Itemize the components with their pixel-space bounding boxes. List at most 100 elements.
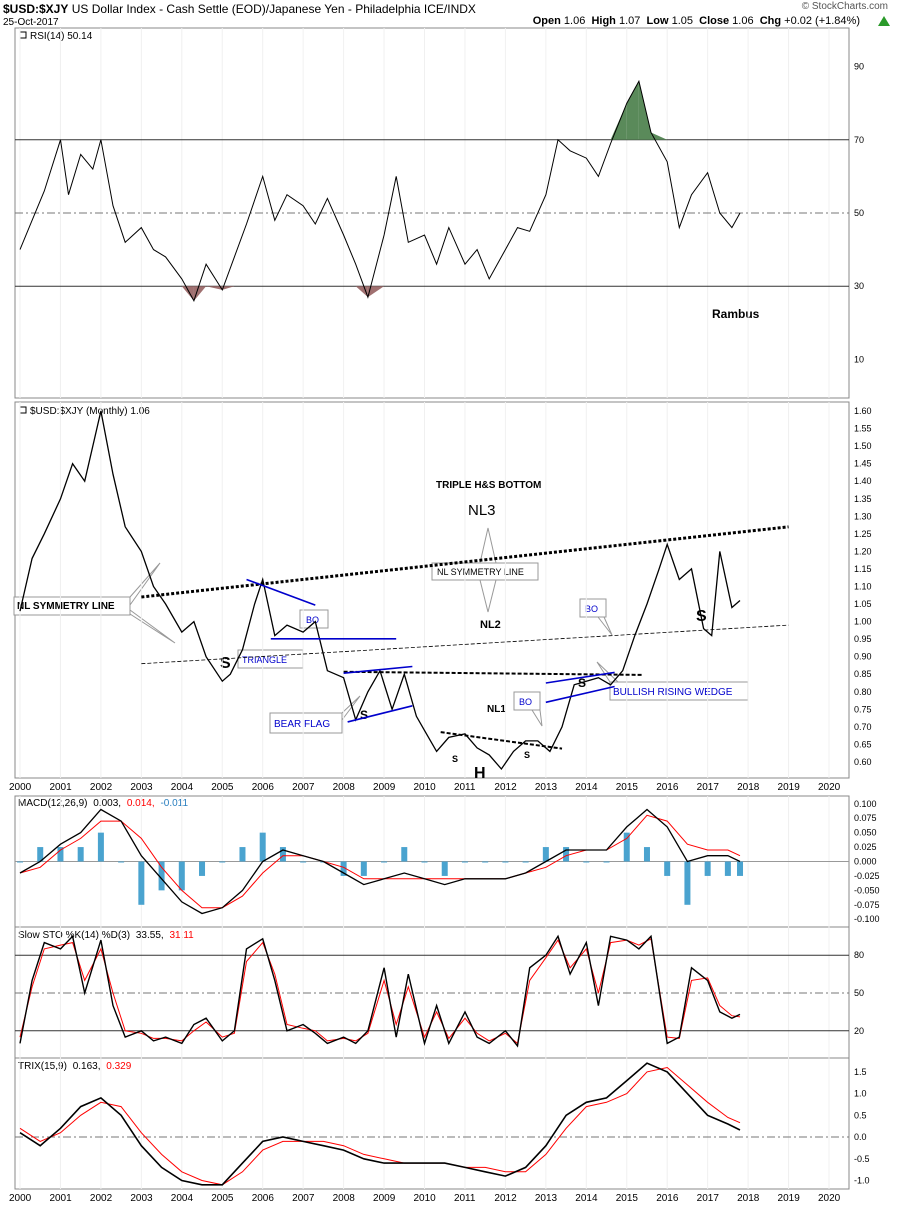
x-tick-2012-bottom: 2012 xyxy=(494,1193,517,1204)
macd-hist-bar-28 xyxy=(583,861,590,863)
close-value: 1.06 xyxy=(732,15,754,27)
rsi-line xyxy=(19,79,741,303)
price-legend-text: $USD:$XJY (Monthly) 1.06 xyxy=(30,406,150,417)
nl2-trendline xyxy=(343,670,643,676)
nl1-label: NL1 xyxy=(487,704,506,715)
macd-hist-bar-5 xyxy=(118,861,125,863)
x-tick-2018-top: 2018 xyxy=(737,782,760,793)
rsi-tick-50: 50 xyxy=(854,208,864,218)
x-tick-2018-bottom: 2018 xyxy=(737,1193,760,1204)
rsi-legend: RSI(14) 50.14 xyxy=(19,31,93,42)
trix-tick-1.5: 1.5 xyxy=(854,1067,867,1077)
macd-tick--0.050: -0.050 xyxy=(854,885,880,895)
x-tick-2004-bottom: 2004 xyxy=(171,1193,194,1204)
macd-hist-bar-33 xyxy=(684,861,691,905)
sto-tick-80: 80 xyxy=(854,950,864,960)
bear-flag-upper-line xyxy=(343,665,413,674)
rsi-overbought-area-46 xyxy=(626,81,639,140)
x-tick-2005-top: 2005 xyxy=(211,782,234,793)
nl-symmetry-center-label: NL SYMMETRY LINE xyxy=(437,567,524,577)
rsi-tick-30: 30 xyxy=(854,281,864,291)
x-tick-2012-top: 2012 xyxy=(494,782,517,793)
chart-marks: 2000 2001 2002 2003 2004 2005 2006 2007 2008 2009… xyxy=(9,28,880,1204)
macd-tick-0.075: 0.075 xyxy=(854,813,877,823)
chart-header-title: $USD:$XJY US Dollar Index - Cash Settle … xyxy=(3,2,476,16)
macd-line xyxy=(19,808,741,915)
x-tick-2007-top: 2007 xyxy=(292,782,315,793)
macd-hist-bar-4 xyxy=(97,832,104,862)
nl-symmetry-trendline xyxy=(141,624,789,665)
macd-legend-label: MACD(12,26,9) xyxy=(18,798,87,809)
trix-legend-v1: 0.163, xyxy=(73,1061,101,1072)
price-tick-1.10: 1.10 xyxy=(854,581,872,591)
price-tick-0.95: 0.95 xyxy=(854,634,872,644)
x-tick-2005-bottom: 2005 xyxy=(211,1193,234,1204)
bear-flag-label: BEAR FLAG xyxy=(274,719,330,730)
price-tick-0.90: 0.90 xyxy=(854,652,872,662)
chg-label: Chg xyxy=(759,15,782,27)
close-label: Close xyxy=(699,15,730,27)
sto-legend-label: Slow STO %K(14) %D(3) xyxy=(18,930,130,941)
macd-hist-bar-13 xyxy=(279,847,286,862)
trix-line xyxy=(19,1062,741,1186)
nl-symmetry-box-center xyxy=(431,562,539,581)
bear-flag-box xyxy=(269,712,343,734)
price-tick-1.50: 1.50 xyxy=(854,441,872,451)
watermark-label: © StockCharts.com xyxy=(801,1,888,12)
macd-hist-bar-11 xyxy=(239,847,246,862)
x-tick-2003-top: 2003 xyxy=(130,782,153,793)
price-tick-1.45: 1.45 xyxy=(854,459,872,469)
macd-legend-v3: -0.011 xyxy=(160,798,188,809)
trix-tick--1.0: -1.0 xyxy=(854,1175,870,1185)
rsi-oversold-area-15 xyxy=(206,286,223,290)
rsi-oversold-area-14 xyxy=(193,286,207,301)
price-annotations: TRIPLE H&S BOTTOM NL3 NL2 NL1 NL SYMMETR… xyxy=(13,480,749,782)
ohlc-readout: Open 1.06 High 1.07 Low 1.05 Close 1.06 … xyxy=(533,15,860,27)
x-tick-2020-bottom: 2020 xyxy=(818,1193,841,1204)
macd-tick--0.100: -0.100 xyxy=(854,914,880,924)
macd-hist-bar-25 xyxy=(522,861,529,863)
macd-hist-bar-20 xyxy=(421,861,428,863)
macd-hist-bar-18 xyxy=(381,861,388,863)
macd-hist-bar-16 xyxy=(340,861,347,876)
price-tick-1.15: 1.15 xyxy=(854,564,872,574)
macd-hist-bar-35 xyxy=(724,861,731,876)
nl-symmetry-left-label: NL SYMMETRY LINE xyxy=(17,601,115,612)
x-tick-2014-top: 2014 xyxy=(575,782,598,793)
s-label-mid: S xyxy=(360,708,368,722)
trix-signal-line xyxy=(19,1066,741,1186)
high-label: High xyxy=(591,15,616,27)
chg-value: +0.02 (+1.84%) xyxy=(784,15,860,27)
date-label: 25-Oct-2017 xyxy=(3,17,59,28)
trix-legend-label: TRIX(15,9) xyxy=(18,1061,67,1072)
sto-legend-v1: 33.55, xyxy=(136,930,164,941)
price-line xyxy=(19,410,741,771)
macd-tick--0.075: -0.075 xyxy=(854,900,880,910)
nl3-trendline xyxy=(141,525,789,599)
trix-tick-1.0: 1.0 xyxy=(854,1089,867,1099)
triangle-upper-line xyxy=(246,578,316,606)
x-tick-2004-top: 2004 xyxy=(171,782,194,793)
macd-hist-bar-2 xyxy=(57,847,64,862)
trix-panel xyxy=(14,1057,850,1190)
x-tick-2001-top: 2001 xyxy=(49,782,72,793)
rsi-tick-10: 10 xyxy=(854,354,864,364)
nl2-label: NL2 xyxy=(480,619,501,631)
price-panel xyxy=(14,401,850,779)
s-label-small-left: S xyxy=(452,754,458,764)
x-tick-2017-top: 2017 xyxy=(697,782,720,793)
sto-d-line xyxy=(19,938,741,1045)
x-tick-2001-bottom: 2001 xyxy=(49,1193,72,1204)
macd-hist-bar-7 xyxy=(158,861,165,891)
x-tick-2011-bottom: 2011 xyxy=(454,1193,476,1204)
x-tick-2002-top: 2002 xyxy=(90,782,113,793)
macd-hist-bar-26 xyxy=(542,847,549,862)
x-tick-2011-top: 2011 xyxy=(454,782,476,793)
macd-hist-bar-31 xyxy=(643,847,650,862)
macd-tick-0.025: 0.025 xyxy=(854,842,877,852)
open-label: Open xyxy=(532,15,561,27)
macd-hist-bar-19 xyxy=(401,847,408,862)
macd-hist-bar-9 xyxy=(199,861,206,876)
x-tick-2006-bottom: 2006 xyxy=(252,1193,275,1204)
sto-legend: Slow STO %K(14) %D(3) 33.55, 31.11 xyxy=(18,930,194,941)
